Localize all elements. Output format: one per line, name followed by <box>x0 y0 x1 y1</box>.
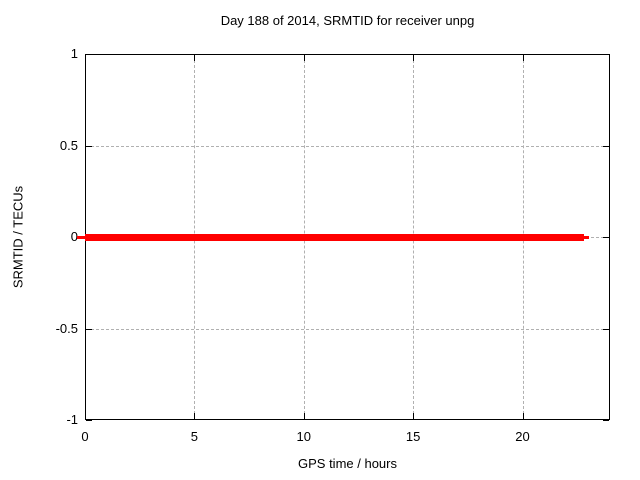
x-tick-label: 0 <box>81 429 89 444</box>
x-tick-label: 10 <box>296 429 311 444</box>
y-tick-left <box>86 328 92 330</box>
x-tick-top <box>522 55 524 61</box>
y-tick-left <box>86 420 92 421</box>
x-tick-bottom <box>303 413 305 419</box>
x-tick-bottom <box>194 413 196 419</box>
y-tick-right <box>603 237 609 238</box>
x-tick-label: 15 <box>405 429 421 444</box>
x-tick-label: 20 <box>515 429 530 444</box>
y-tick-right <box>603 54 609 55</box>
y-tick-right <box>603 420 609 421</box>
y-tick-right <box>603 328 609 330</box>
x-tick-label: 5 <box>190 429 198 444</box>
y-tick-label: 0 <box>70 229 78 244</box>
h-gridline <box>86 328 609 330</box>
x-tick-top <box>303 55 305 61</box>
y-tick-left <box>86 145 92 147</box>
h-gridline <box>86 145 609 147</box>
y-tick-label: 0.5 <box>59 137 78 153</box>
y-tick-right <box>603 145 609 147</box>
data-line <box>85 234 584 241</box>
y-tick-label: -0.5 <box>55 320 78 336</box>
chart-title: Day 188 of 2014, SRMTID for receiver unp… <box>220 13 475 28</box>
x-tick-bottom <box>413 413 415 419</box>
y-tick-left <box>86 54 92 55</box>
x-axis-label: GPS time / hours <box>298 456 397 471</box>
x-tick-bottom <box>85 413 86 419</box>
x-tick-bottom <box>522 413 524 419</box>
y-tick-label: -1 <box>66 412 78 427</box>
x-tick-top <box>413 55 415 61</box>
y-tick-label: 1 <box>70 46 78 61</box>
x-tick-top <box>85 55 86 61</box>
x-tick-top <box>194 55 196 61</box>
